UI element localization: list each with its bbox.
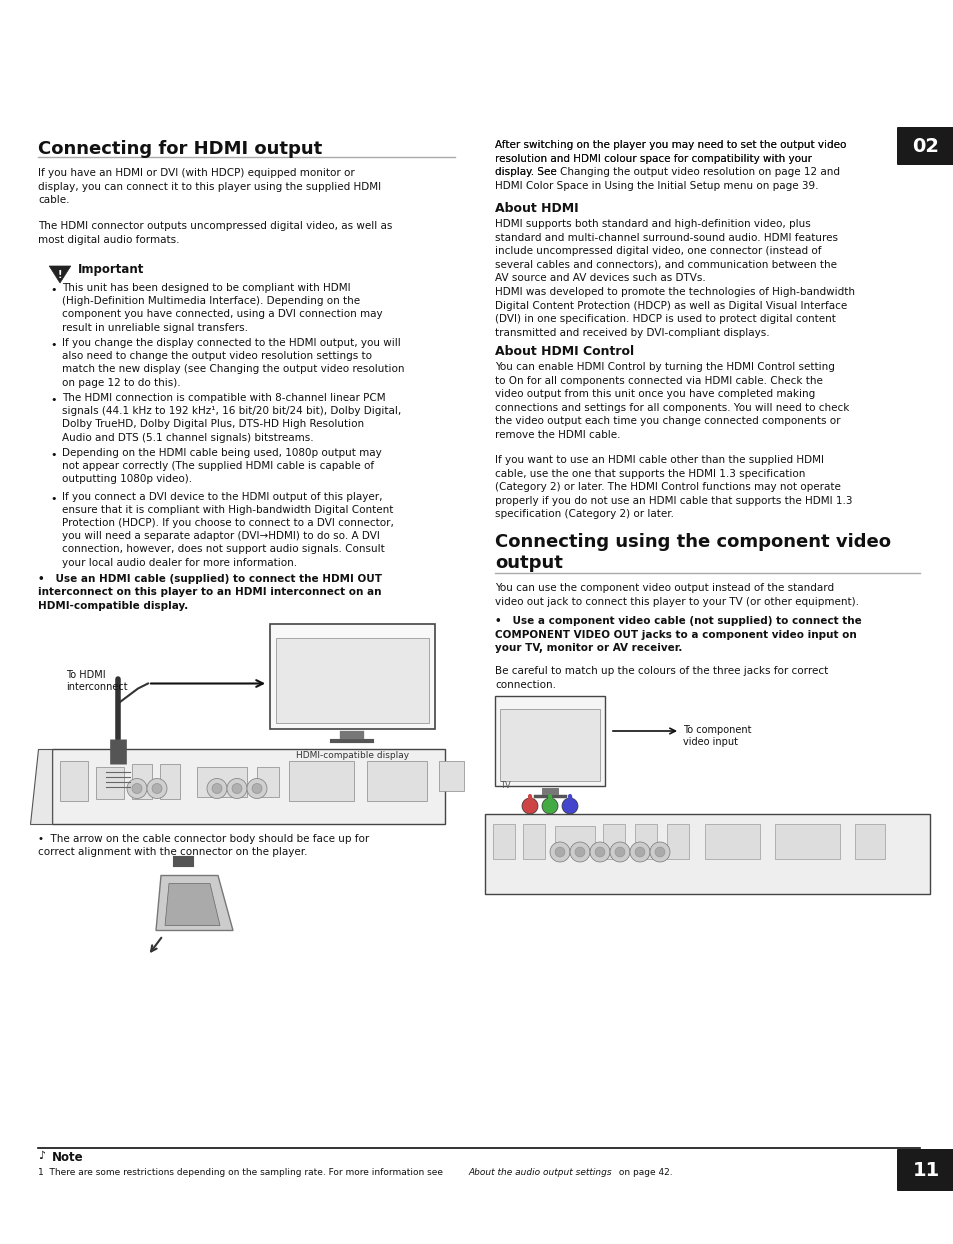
Text: En: En: [921, 1172, 934, 1182]
Bar: [555, 826, 595, 853]
Circle shape: [127, 779, 147, 799]
Circle shape: [555, 847, 564, 857]
Circle shape: [227, 779, 247, 799]
Polygon shape: [50, 266, 71, 282]
Text: 02: 02: [911, 137, 939, 156]
Text: •  The arrow on the cable connector body should be face up for
correct alignment: • The arrow on the cable connector body …: [38, 833, 369, 857]
Bar: [635, 824, 657, 860]
Polygon shape: [165, 883, 220, 926]
Text: Depending on the HDMI cable being used, 1080p output may
not appear correctly (T: Depending on the HDMI cable being used, …: [62, 448, 381, 484]
Circle shape: [212, 784, 222, 794]
Text: HDMI supports both standard and high-definition video, plus
standard and multi-c: HDMI supports both standard and high-def…: [495, 219, 837, 284]
Text: 11: 11: [911, 1161, 939, 1179]
Circle shape: [550, 842, 569, 862]
Bar: [60, 760, 88, 800]
Bar: [160, 764, 180, 799]
Bar: [522, 824, 544, 860]
Circle shape: [541, 797, 558, 814]
Circle shape: [521, 797, 537, 814]
Text: TV: TV: [499, 781, 510, 790]
Bar: [52, 749, 444, 824]
Text: Connecting for HDMI output: Connecting for HDMI output: [38, 141, 322, 158]
Text: HDMI-compatible display: HDMI-compatible display: [295, 750, 409, 760]
Text: Important: Important: [78, 262, 144, 276]
Bar: [704, 824, 760, 860]
Text: !: !: [58, 270, 62, 280]
Text: •: •: [50, 494, 56, 504]
Circle shape: [575, 847, 584, 857]
Text: After switching on the player you may need to set the output video
resolution an: After switching on the player you may ne…: [495, 141, 845, 177]
Circle shape: [569, 842, 589, 862]
Bar: [774, 824, 840, 860]
Text: To HDMI
interconnect: To HDMI interconnect: [66, 669, 128, 692]
Circle shape: [635, 847, 644, 857]
Text: Connecting using the component video
output: Connecting using the component video out…: [495, 532, 890, 572]
Circle shape: [615, 847, 624, 857]
Circle shape: [232, 784, 242, 794]
Text: You can enable HDMI Control by turning the HDMI Control setting
to On for all co: You can enable HDMI Control by turning t…: [495, 362, 848, 440]
FancyBboxPatch shape: [896, 127, 953, 165]
Text: About the audio output settings: About the audio output settings: [468, 1168, 611, 1177]
Text: After switching on the player you may need to set the output video
resolution an: After switching on the player you may ne…: [495, 141, 845, 190]
Text: 1  There are some restrictions depending on the sampling rate. For more informat: 1 There are some restrictions depending …: [38, 1168, 445, 1177]
Bar: [275, 637, 429, 723]
Circle shape: [589, 842, 609, 862]
Circle shape: [132, 784, 142, 794]
Bar: [499, 709, 599, 781]
Text: •   Use an HDMI cable (supplied) to connect the HDMI OUT
interconnect on this pl: • Use an HDMI cable (supplied) to connec…: [38, 573, 381, 611]
Bar: [602, 824, 624, 860]
FancyBboxPatch shape: [896, 1149, 953, 1191]
Bar: [270, 623, 435, 729]
Text: •   Use a component video cable (not supplied) to connect the
COMPONENT VIDEO OU: • Use a component video cable (not suppl…: [495, 616, 861, 653]
Bar: [96, 766, 124, 799]
Bar: [132, 764, 152, 799]
Circle shape: [595, 847, 604, 857]
Text: ♪: ♪: [38, 1151, 45, 1161]
Text: on page 42.: on page 42.: [616, 1168, 672, 1177]
Circle shape: [561, 797, 578, 814]
Text: Note: Note: [52, 1151, 84, 1164]
Bar: [495, 695, 604, 786]
Polygon shape: [156, 876, 233, 931]
Text: The HDMI connection is compatible with 8-channel linear PCM
signals (44.1 kHz to: The HDMI connection is compatible with 8…: [62, 393, 401, 443]
Bar: [256, 766, 278, 796]
Bar: [367, 760, 427, 800]
Text: About HDMI: About HDMI: [495, 202, 578, 215]
Bar: [493, 824, 515, 860]
Circle shape: [152, 784, 162, 794]
Text: Be careful to match up the colours of the three jacks for correct
connection.: Be careful to match up the colours of th…: [495, 666, 827, 689]
Text: •: •: [50, 340, 56, 350]
Circle shape: [252, 784, 262, 794]
Text: About HDMI Control: About HDMI Control: [495, 345, 634, 358]
Circle shape: [207, 779, 227, 799]
Circle shape: [247, 779, 267, 799]
Bar: [196, 766, 247, 796]
Polygon shape: [104, 764, 132, 794]
Text: This unit has been designed to be compliant with HDMI
(High-Definition Multimedi: This unit has been designed to be compli…: [62, 282, 382, 332]
Text: If you connect a DVI device to the HDMI output of this player,
ensure that it is: If you connect a DVI device to the HDMI …: [62, 491, 394, 567]
Text: HDMI was developed to promote the technologies of High-bandwidth
Digital Content: HDMI was developed to promote the techno…: [495, 287, 854, 338]
Circle shape: [649, 842, 669, 862]
Text: •: •: [50, 396, 56, 406]
Bar: [289, 760, 354, 800]
Text: If you have an HDMI or DVI (with HDCP) equipped monitor or
display, you can conn: If you have an HDMI or DVI (with HDCP) e…: [38, 168, 381, 205]
Polygon shape: [30, 749, 52, 824]
Bar: [484, 814, 929, 894]
Circle shape: [655, 847, 664, 857]
Circle shape: [147, 779, 167, 799]
Circle shape: [629, 842, 649, 862]
Bar: [854, 824, 884, 860]
Text: •: •: [50, 450, 56, 460]
Text: If you want to use an HDMI cable other than the supplied HDMI
cable, use the one: If you want to use an HDMI cable other t…: [495, 455, 852, 520]
Bar: [438, 760, 463, 790]
Text: •: •: [50, 285, 56, 295]
Circle shape: [609, 842, 629, 862]
Text: To component
video input: To component video input: [682, 725, 751, 748]
Text: If you change the display connected to the HDMI output, you will
also need to ch: If you change the display connected to t…: [62, 338, 404, 388]
Text: You can use the component video output instead of the standard
video out jack to: You can use the component video output i…: [495, 583, 858, 607]
Bar: [666, 824, 688, 860]
Text: The HDMI connector outputs uncompressed digital video, as well as
most digital a: The HDMI connector outputs uncompressed …: [38, 221, 392, 245]
